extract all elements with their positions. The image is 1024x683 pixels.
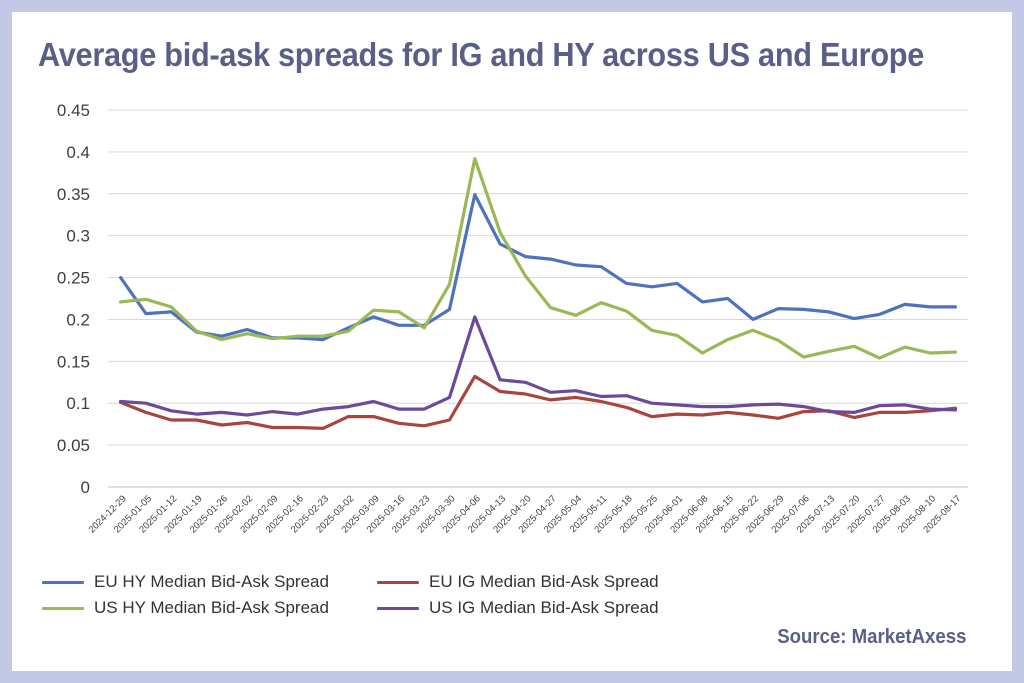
y-tick-label: 0.05 (57, 436, 90, 455)
y-tick-label: 0 (81, 478, 90, 497)
y-tick-label: 0.4 (66, 143, 90, 162)
legend-swatch-eu-ig (377, 580, 419, 584)
y-axis-tick-labels: 0 0.05 0.1 0.15 0.2 0.25 0.3 0.35 0.4 0.45 (57, 101, 90, 497)
series-line-us-hy (118, 157, 958, 360)
y-tick-label: 0.3 (66, 227, 90, 246)
gridlines (108, 109, 968, 488)
legend-item-us-ig: US IG Median Bid-Ask Spread (377, 596, 712, 620)
series-line-eu-ig (118, 374, 958, 430)
legend-item-us-hy: US HY Median Bid-Ask Spread (42, 596, 377, 620)
legend-label-eu-hy: EU HY Median Bid-Ask Spread (94, 572, 329, 591)
legend-label-eu-ig: EU IG Median Bid-Ask Spread (429, 572, 659, 591)
chart-card: Average bid-ask spreads for IG and HY ac… (12, 12, 1012, 671)
series-lines (118, 157, 958, 430)
x-axis-tick-labels: 2024-12-292025-01-052025-01-122025-01-19… (87, 493, 964, 535)
y-tick-label: 0.35 (57, 185, 90, 204)
y-tick-label: 0.25 (57, 269, 90, 288)
y-tick-label: 0.15 (57, 352, 90, 371)
legend-label-us-hy: US HY Median Bid-Ask Spread (94, 598, 329, 617)
legend: EU HY Median Bid-Ask Spread EU IG Median… (42, 570, 722, 620)
series-line-us-ig (118, 315, 958, 417)
y-tick-label: 0.45 (57, 101, 90, 120)
legend-item-eu-hy: EU HY Median Bid-Ask Spread (42, 570, 377, 594)
source-note: Source: MarketAxess (776, 626, 966, 648)
line-chart: 0 0.05 0.1 0.15 0.2 0.25 0.3 0.35 0.4 0.45 2024-1… (57, 101, 968, 535)
legend-label-us-ig: US IG Median Bid-Ask Spread (429, 598, 659, 617)
y-tick-label: 0.1 (66, 394, 90, 413)
chart-title: Average bid-ask spreads for IG and HY ac… (38, 36, 925, 73)
legend-item-eu-ig: EU IG Median Bid-Ask Spread (377, 570, 712, 594)
legend-swatch-us-ig (377, 606, 419, 610)
y-tick-label: 0.2 (66, 310, 90, 329)
legend-swatch-eu-hy (42, 580, 84, 584)
legend-swatch-us-hy (42, 606, 84, 610)
series-line-eu-hy (118, 193, 958, 342)
